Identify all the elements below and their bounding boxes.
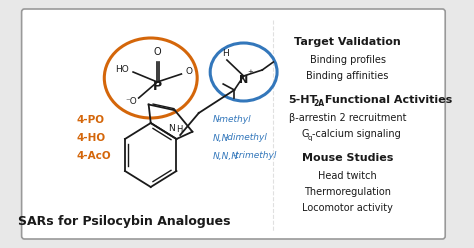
Text: 4-HO: 4-HO bbox=[76, 133, 106, 143]
Text: G: G bbox=[301, 129, 309, 139]
Text: ⁻O: ⁻O bbox=[125, 96, 137, 105]
Text: H: H bbox=[177, 125, 183, 134]
Text: Binding affinities: Binding affinities bbox=[307, 71, 389, 81]
Text: N: N bbox=[213, 116, 220, 124]
Text: N: N bbox=[168, 124, 175, 133]
Text: SARs for Psilocybin Analogues: SARs for Psilocybin Analogues bbox=[18, 216, 231, 228]
Text: Mouse Studies: Mouse Studies bbox=[302, 153, 393, 163]
Text: -trimethyl: -trimethyl bbox=[232, 152, 277, 160]
Text: q: q bbox=[308, 135, 312, 141]
Text: H: H bbox=[222, 49, 228, 58]
Text: 4-AcO: 4-AcO bbox=[76, 151, 111, 161]
Text: 5-HT: 5-HT bbox=[288, 95, 318, 105]
Text: -dimethyl: -dimethyl bbox=[225, 133, 267, 143]
Text: HO: HO bbox=[116, 65, 129, 74]
FancyBboxPatch shape bbox=[22, 9, 445, 239]
Text: Thermoregulation: Thermoregulation bbox=[304, 187, 391, 197]
Text: Head twitch: Head twitch bbox=[319, 171, 377, 181]
Text: N: N bbox=[239, 75, 248, 85]
Text: 4-PO: 4-PO bbox=[76, 115, 104, 125]
Text: -methyl: -methyl bbox=[217, 116, 252, 124]
Text: Target Validation: Target Validation bbox=[294, 37, 401, 47]
Text: N,N,N: N,N,N bbox=[213, 152, 239, 160]
Text: Functional Activities: Functional Activities bbox=[321, 95, 452, 105]
Text: O: O bbox=[154, 47, 161, 57]
Text: N,N: N,N bbox=[213, 133, 229, 143]
Text: 2A: 2A bbox=[313, 99, 324, 109]
Text: -calcium signaling: -calcium signaling bbox=[312, 129, 401, 139]
Text: Binding profiles: Binding profiles bbox=[310, 55, 386, 65]
Text: +: + bbox=[247, 69, 253, 75]
Text: Locomotor activity: Locomotor activity bbox=[302, 203, 393, 213]
Text: O: O bbox=[185, 67, 192, 76]
Text: β-arrestin 2 recruitment: β-arrestin 2 recruitment bbox=[289, 113, 406, 123]
Text: P: P bbox=[153, 80, 162, 93]
